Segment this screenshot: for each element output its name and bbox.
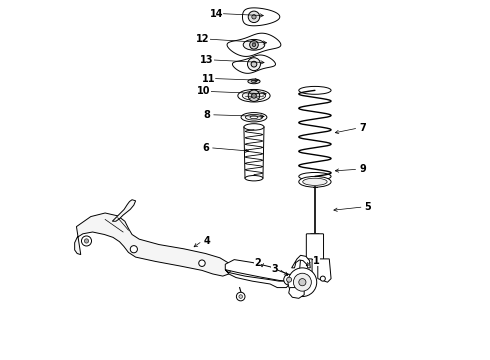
Circle shape — [248, 90, 260, 102]
Circle shape — [287, 277, 292, 282]
Circle shape — [294, 273, 311, 291]
Circle shape — [81, 236, 92, 246]
Text: 13: 13 — [200, 55, 213, 65]
Circle shape — [84, 239, 89, 243]
Ellipse shape — [238, 89, 270, 102]
Circle shape — [252, 15, 256, 19]
Polygon shape — [232, 55, 275, 73]
Circle shape — [304, 276, 310, 281]
Text: 7: 7 — [359, 123, 366, 133]
Ellipse shape — [244, 124, 264, 130]
Text: 3: 3 — [271, 264, 278, 274]
Polygon shape — [112, 200, 136, 221]
Ellipse shape — [250, 116, 258, 119]
Circle shape — [248, 11, 260, 23]
Text: 1: 1 — [313, 256, 320, 266]
Text: 10: 10 — [197, 86, 211, 96]
Text: 2: 2 — [254, 258, 261, 268]
Ellipse shape — [303, 178, 327, 185]
Text: 6: 6 — [202, 143, 209, 153]
Ellipse shape — [243, 91, 266, 100]
Circle shape — [239, 295, 243, 298]
Polygon shape — [74, 213, 231, 276]
Circle shape — [252, 43, 256, 46]
Text: 4: 4 — [203, 236, 210, 246]
Text: 12: 12 — [196, 34, 210, 44]
Text: 14: 14 — [210, 9, 223, 19]
Polygon shape — [227, 33, 281, 57]
Ellipse shape — [299, 176, 331, 187]
FancyBboxPatch shape — [306, 234, 323, 260]
Circle shape — [251, 93, 256, 98]
Polygon shape — [243, 8, 280, 26]
Polygon shape — [244, 127, 264, 178]
Circle shape — [130, 246, 137, 253]
Circle shape — [288, 268, 317, 297]
Circle shape — [199, 260, 205, 266]
Polygon shape — [225, 270, 290, 288]
Ellipse shape — [299, 86, 331, 94]
Ellipse shape — [299, 172, 331, 180]
Polygon shape — [292, 255, 310, 268]
Polygon shape — [225, 260, 290, 281]
Circle shape — [236, 292, 245, 301]
Text: 9: 9 — [359, 164, 366, 174]
Polygon shape — [318, 259, 331, 282]
Circle shape — [247, 58, 260, 71]
Circle shape — [320, 276, 325, 281]
Circle shape — [284, 274, 294, 285]
Circle shape — [251, 61, 257, 67]
Ellipse shape — [251, 80, 257, 82]
Text: 11: 11 — [202, 73, 215, 84]
Ellipse shape — [245, 114, 263, 120]
Text: 8: 8 — [203, 110, 210, 120]
Circle shape — [250, 41, 258, 49]
Polygon shape — [299, 259, 312, 282]
Circle shape — [299, 279, 306, 286]
Text: 5: 5 — [365, 202, 371, 212]
Polygon shape — [311, 234, 319, 244]
Ellipse shape — [243, 40, 265, 50]
Ellipse shape — [245, 176, 263, 181]
Ellipse shape — [248, 79, 260, 84]
Polygon shape — [289, 288, 304, 298]
Ellipse shape — [241, 113, 267, 122]
